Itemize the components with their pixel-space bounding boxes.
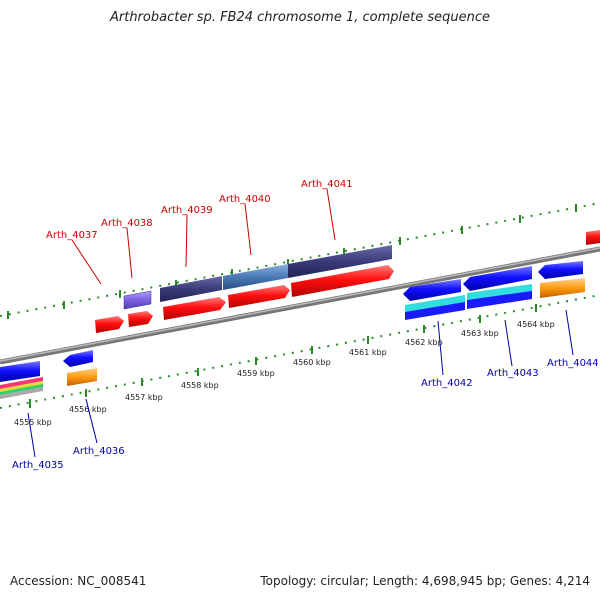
backbone-highlight	[0, 247, 600, 362]
scale-label-4558: 4558 kbp	[181, 381, 219, 390]
gene-arth-4035-feature-green[interactable]	[0, 384, 43, 395]
chromosome-backbone	[0, 246, 600, 365]
gene-arth-4035-arrow[interactable]	[0, 361, 40, 382]
forward-leader-lines	[71, 188, 336, 285]
gene-label-arth-4036[interactable]: Arth_4036	[73, 446, 125, 457]
gene-arth-4042-subfeature[interactable]	[405, 302, 465, 320]
gene-arth-4038-box[interactable]	[123, 290, 152, 310]
scale-label-4557: 4557 kbp	[125, 393, 163, 402]
gene-arth-4042-feature[interactable]	[405, 295, 465, 314]
reverse-leader-lines	[27, 309, 574, 458]
gene-arth-4037-arrow[interactable]	[95, 316, 124, 333]
gene-label-arth-4043[interactable]: Arth_4043	[487, 368, 539, 379]
scale-label-4561: 4561 kbp	[349, 348, 387, 357]
scale-label-4560: 4560 kbp	[293, 358, 331, 367]
scale-label-4556: 4556 kbp	[69, 405, 107, 414]
gene-arth-4035-feature-pink[interactable]	[0, 377, 43, 389]
topology-summary: Topology: circular; Length: 4,698,945 bp…	[260, 574, 590, 588]
map-title: Arthrobacter sp. FB24 chromosome 1, comp…	[109, 10, 491, 25]
gene-arth-4043-arrow[interactable]	[463, 266, 532, 291]
gene-label-arth-4037[interactable]: Arth_4037	[46, 230, 98, 241]
gene-arth-4035-feature-yellow[interactable]	[0, 381, 43, 392]
gene-arth-4041-box[interactable]	[288, 245, 392, 278]
gene-arth-4042-arrow[interactable]	[403, 279, 461, 301]
gene-arth-4044-feature[interactable]	[540, 278, 585, 298]
scale-label-4562: 4562 kbp	[405, 338, 443, 347]
gene-arth-4043-subfeature[interactable]	[467, 291, 532, 309]
gene-arth-4039-box[interactable]	[160, 276, 222, 302]
gene-arth-4040-box[interactable]	[223, 264, 288, 290]
scale-label-4555: 4555 kbp	[14, 418, 52, 427]
gene-label-arth-4041[interactable]: Arth_4041	[301, 179, 353, 190]
gene-label-arth-4038[interactable]: Arth_4038	[101, 218, 153, 229]
gene-arth-4036-feature[interactable]	[67, 368, 97, 386]
gene-offscreen-arrow[interactable]	[586, 230, 600, 245]
gene-arth-4038-arrow[interactable]	[128, 311, 153, 327]
scale-label-4564: 4564 kbp	[517, 320, 555, 329]
gene-arth-4035-feature-gray[interactable]	[0, 387, 43, 399]
gene-arth-4036-arrow[interactable]	[63, 350, 93, 367]
reverse-major-ticks	[29, 304, 537, 408]
accession-label: Accession: NC_008541	[10, 574, 147, 588]
gene-arth-4044-arrow[interactable]	[538, 261, 583, 279]
gene-arth-4039-arrow[interactable]	[163, 297, 226, 320]
scale-label-4559: 4559 kbp	[237, 369, 275, 378]
gene-label-arth-4039[interactable]: Arth_4039	[161, 205, 213, 216]
gene-arth-4043-feature[interactable]	[467, 284, 532, 302]
scale-label-4563: 4563 kbp	[461, 329, 499, 338]
gene-arth-4040-arrow[interactable]	[228, 285, 290, 308]
gene-label-arth-4035[interactable]: Arth_4035	[12, 460, 64, 471]
gene-label-arth-4040[interactable]: Arth_4040	[219, 194, 271, 205]
gene-label-arth-4044[interactable]: Arth_4044	[547, 358, 599, 369]
gene-arth-4041-arrow[interactable]	[291, 265, 394, 297]
gene-label-arth-4042[interactable]: Arth_4042	[421, 378, 473, 389]
